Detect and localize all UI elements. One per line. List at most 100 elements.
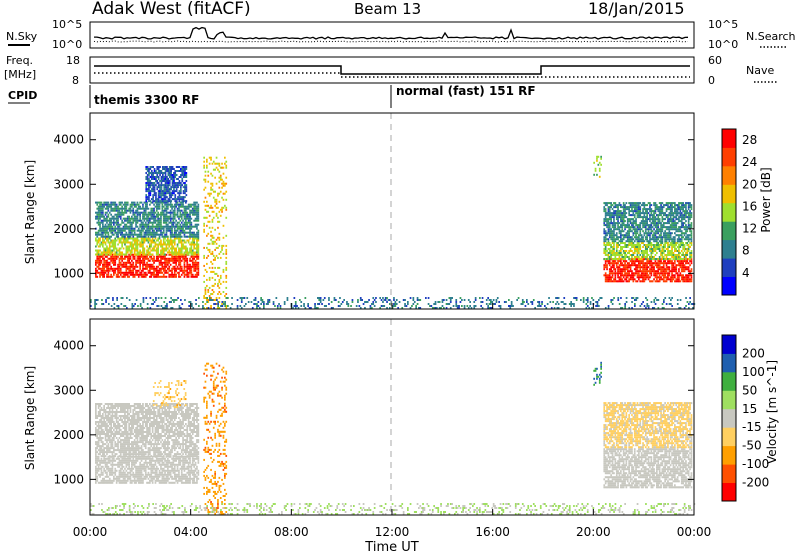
scatter-cell xyxy=(642,280,644,283)
scatter-cell xyxy=(158,263,161,266)
scatter-cell xyxy=(160,261,162,264)
scatter-cell xyxy=(162,237,165,240)
scatter-cell xyxy=(99,261,101,264)
scatter-cell xyxy=(321,303,323,305)
scatter-cell xyxy=(633,258,636,260)
scatter-cell xyxy=(105,301,107,303)
scatter-cell xyxy=(173,178,175,180)
scatter-cell xyxy=(104,251,107,254)
scatter-cell xyxy=(154,235,157,238)
scatter-cell xyxy=(155,201,158,204)
scatter-cell xyxy=(218,286,221,289)
scatter-cell xyxy=(173,301,175,303)
scatter-cell xyxy=(131,259,133,262)
scatter-cell xyxy=(164,235,166,238)
scatter-cell xyxy=(126,203,129,206)
scatter-cell xyxy=(194,219,197,222)
scatter-cell xyxy=(186,265,189,268)
scatter-cell xyxy=(150,267,153,270)
scatter-cell xyxy=(185,245,187,248)
scatter-cell xyxy=(217,194,219,197)
scatter-cell xyxy=(642,268,644,271)
scatter-cell xyxy=(176,207,179,210)
scatter-cell xyxy=(150,217,153,220)
scatter-cell xyxy=(631,260,633,263)
scatter-cell xyxy=(168,170,171,172)
scatter-cell xyxy=(108,211,111,214)
scatter-cell xyxy=(97,219,100,222)
scatter-cell xyxy=(687,244,690,246)
scatter-cell xyxy=(689,264,691,267)
scatter-cell xyxy=(155,243,158,246)
scatter-cell xyxy=(225,276,228,279)
scatter-cell xyxy=(169,241,172,244)
scatter-cell xyxy=(219,276,222,279)
scatter-cell xyxy=(177,192,179,195)
scatter-cell xyxy=(111,251,114,254)
scatter-cell xyxy=(171,251,173,254)
scatter-cell xyxy=(657,242,660,244)
scatter-cell xyxy=(678,278,680,281)
scatter-cell xyxy=(643,234,646,237)
scatter-cell xyxy=(110,241,112,244)
scatter-cell xyxy=(160,184,163,187)
scatter-cell xyxy=(650,268,653,271)
scatter-cell xyxy=(625,216,628,219)
scatter-cell xyxy=(182,190,185,193)
scatter-cell xyxy=(117,211,119,214)
scatter-cell xyxy=(146,225,148,228)
scatter-cell xyxy=(611,208,614,211)
scatter-cell xyxy=(158,237,161,240)
scatter-cell xyxy=(649,206,651,209)
scatter-cell xyxy=(115,273,118,276)
scatter-cell xyxy=(193,253,195,256)
scatter-cell xyxy=(100,221,103,224)
scatter-cell xyxy=(150,207,153,210)
scatter-cell xyxy=(97,237,100,240)
scatter-cell xyxy=(148,196,150,199)
scatter-cell xyxy=(135,269,137,272)
scatter-cell xyxy=(654,274,657,277)
scatter-cell xyxy=(135,223,137,226)
scatter-cell xyxy=(178,180,181,182)
scatter-cell xyxy=(175,203,177,206)
scatter-cell xyxy=(151,241,154,244)
scatter-cell xyxy=(662,252,665,254)
scatter-cell xyxy=(620,232,622,235)
scatter-cell xyxy=(191,235,194,238)
scatter-cell xyxy=(174,170,177,172)
scatter-cell xyxy=(176,251,179,254)
scatter-cell xyxy=(148,180,150,182)
scatter-cell xyxy=(114,263,117,266)
scatter-cell xyxy=(180,299,182,301)
scatter-cell xyxy=(224,301,226,303)
scatter-cell xyxy=(150,184,153,187)
scatter-cell xyxy=(196,225,198,228)
scatter-cell xyxy=(118,203,121,206)
scatter-cell xyxy=(672,264,675,267)
scatter-cell xyxy=(146,219,148,222)
scatter-cell xyxy=(632,262,635,265)
scatter-cell xyxy=(115,247,118,250)
scatter-cell xyxy=(160,213,162,216)
scatter-cell xyxy=(210,192,212,195)
scatter-cell xyxy=(180,209,183,212)
scatter-cell xyxy=(182,271,184,274)
scatter-cell xyxy=(104,211,107,214)
scatter-cell xyxy=(617,206,619,209)
scatter-cell xyxy=(161,251,164,254)
scatter-cell xyxy=(148,174,150,176)
scatter-cell xyxy=(610,256,612,258)
scatter-cell xyxy=(161,261,164,264)
scatter-cell xyxy=(196,217,198,220)
scatter-cell xyxy=(149,213,151,216)
scatter-cell xyxy=(194,213,197,216)
scatter-cell xyxy=(118,253,121,256)
scatter-cell xyxy=(153,239,155,242)
scatter-cell xyxy=(690,260,693,263)
scatter-cell xyxy=(140,207,143,210)
scatter-cell xyxy=(132,221,135,224)
scatter-cell xyxy=(103,205,105,208)
scatter-cell xyxy=(155,249,158,252)
scatter-cell xyxy=(184,192,186,195)
